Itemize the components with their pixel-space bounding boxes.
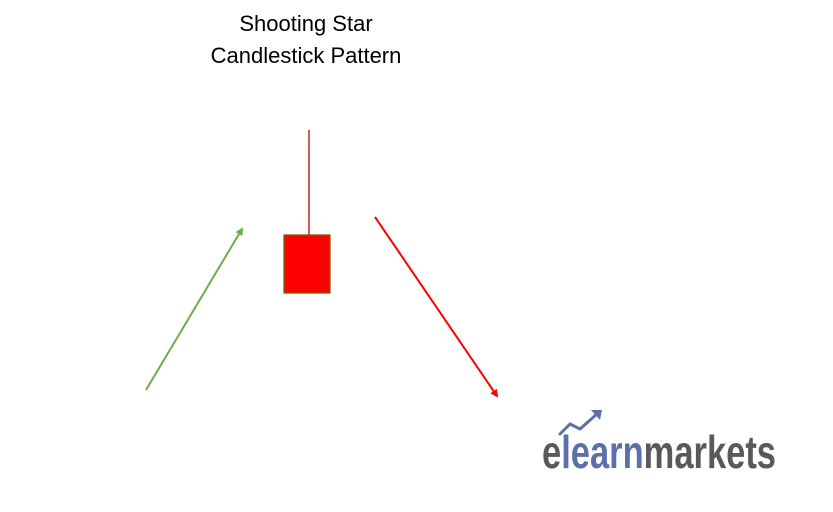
uptrend-arrow (145, 227, 244, 391)
downtrend-arrow (374, 216, 499, 398)
logo-graphic: elearnmarkets (542, 410, 776, 478)
elearnmarkets-logo: elearnmarkets (540, 404, 790, 484)
candle-body (283, 234, 331, 294)
logo-arrow-head (591, 410, 602, 420)
title-line-2: Candlestick Pattern (210, 43, 402, 68)
logo-part-learn: learn (561, 426, 643, 478)
logo-wordmark: elearnmarkets (542, 426, 776, 478)
logo-growth-arrow (558, 411, 600, 436)
diagram-title: Shooting Star Candlestick Pattern (180, 8, 432, 72)
title-line-1: Shooting Star (239, 11, 373, 36)
logo-part-e: e (542, 426, 561, 478)
logo-part-markets: markets (644, 426, 776, 478)
